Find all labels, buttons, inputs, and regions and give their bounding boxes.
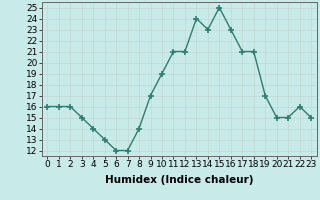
X-axis label: Humidex (Indice chaleur): Humidex (Indice chaleur) xyxy=(105,175,253,185)
